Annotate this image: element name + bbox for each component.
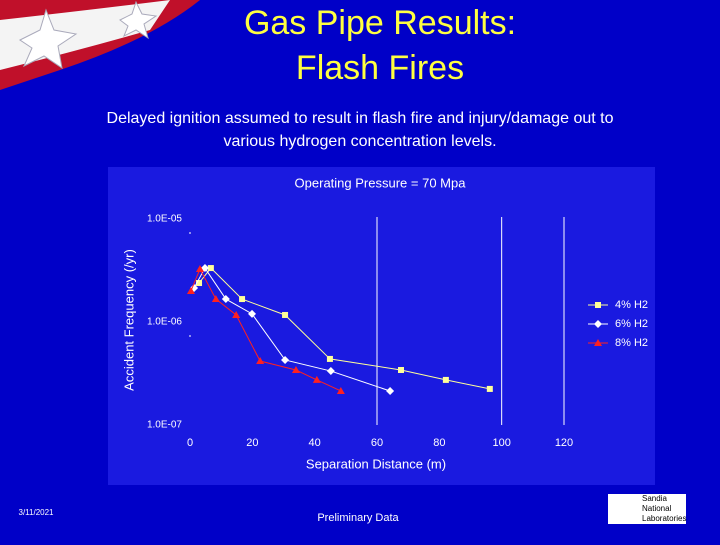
legend-label: 8% H2 <box>615 337 648 349</box>
marker <box>221 295 230 304</box>
marker <box>281 355 290 364</box>
legend-marker <box>595 302 601 308</box>
slide-title: Gas Pipe Results: <box>244 4 516 42</box>
marker <box>186 286 195 294</box>
logo-text: National <box>642 504 672 513</box>
legend-marker <box>594 339 602 346</box>
marker <box>326 367 335 376</box>
marker <box>207 265 214 272</box>
series-line <box>198 267 490 390</box>
subtitle: various hydrogen concentration levels. <box>223 133 496 150</box>
logo: Sandia National Laboratories <box>608 494 686 524</box>
x-tick-label: 60 <box>371 437 383 449</box>
marker <box>326 355 333 362</box>
marker <box>336 386 345 394</box>
x-tick-label: 80 <box>433 437 445 449</box>
marker <box>312 375 321 383</box>
slide-title: Flash Fires <box>296 49 464 87</box>
marker <box>486 385 493 392</box>
logo-box <box>638 494 686 524</box>
date: 3/11/2021 <box>19 508 55 517</box>
x-tick-label: 0 <box>187 437 193 449</box>
y-tick-label: 1.0E-05 <box>147 214 182 225</box>
y-tick-label: 1.0E-07 <box>147 420 182 431</box>
marker <box>397 366 404 373</box>
marker <box>196 280 203 287</box>
footer: Preliminary Data <box>317 512 399 524</box>
logo-text: Laboratories <box>642 514 686 523</box>
legend-label: 4% H2 <box>615 299 648 311</box>
marker <box>195 265 204 273</box>
logo-text: Sandia <box>642 494 667 503</box>
marker <box>211 295 220 303</box>
marker <box>282 311 289 318</box>
legend-label: 6% H2 <box>615 318 648 330</box>
x-tick-label: 20 <box>246 437 258 449</box>
plot: 0 20 40 60 80 100 120 1.0E-05 1.0E-06 1.0E-07 4% H… <box>147 214 648 449</box>
marker <box>232 310 241 318</box>
logo-mark <box>608 494 638 524</box>
y-tick-label: 1.0E-06 <box>147 317 182 328</box>
marker <box>248 309 257 318</box>
x-axis-label: Separation Distance (m) <box>306 456 446 471</box>
marker <box>200 264 209 273</box>
x-tick-label: 100 <box>492 437 510 449</box>
series-line <box>190 267 342 392</box>
y-axis-label: Accident Frequency (/yr) <box>121 249 136 391</box>
legend-marker <box>594 320 602 328</box>
x-tick-label: 40 <box>309 437 321 449</box>
marker <box>386 386 395 395</box>
marker <box>291 365 300 373</box>
marker <box>256 357 265 365</box>
marker <box>442 376 449 383</box>
chart-title: Operating Pressure = 70 Mpa <box>295 175 467 190</box>
marker <box>239 296 246 303</box>
subtitle: Delayed ignition assumed to result in fl… <box>107 110 614 127</box>
flag-decoration <box>0 0 200 90</box>
x-tick-label: 120 <box>555 437 573 449</box>
